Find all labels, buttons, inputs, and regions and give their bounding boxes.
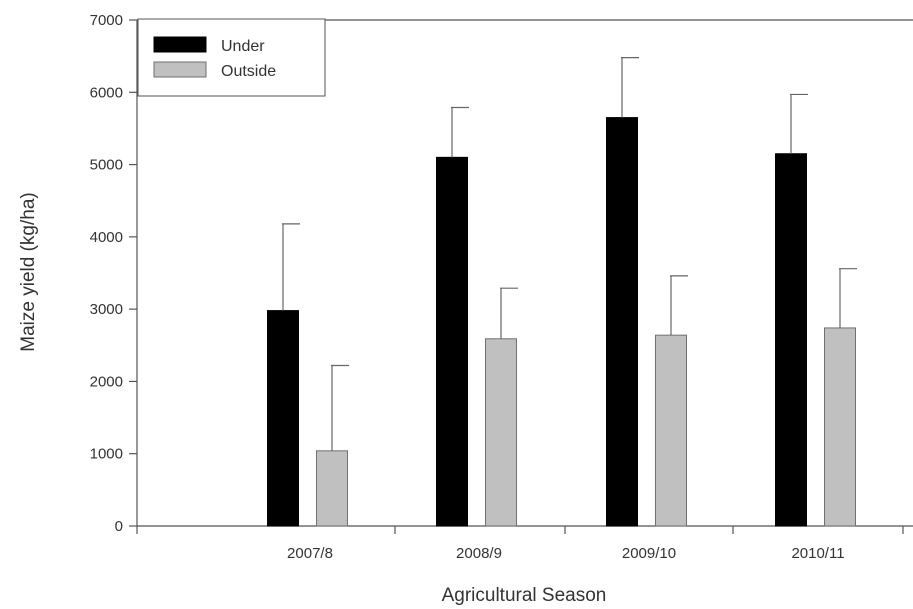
error-bar-group — [282, 56, 857, 451]
bar-under — [775, 153, 807, 527]
bar-group — [267, 117, 856, 527]
x-tick-label: 2007/8 — [287, 545, 333, 562]
y-tick-label: 7000 — [90, 12, 123, 29]
legend: Under Outside — [137, 18, 326, 97]
bar-under — [436, 156, 468, 527]
x-tick-label: 2010/11 — [791, 545, 844, 562]
y-axis-title: Maize yield (kg/ha) — [18, 192, 39, 351]
legend-label-outside: Outside — [221, 63, 276, 80]
bar-under — [267, 310, 299, 527]
y-tick-label: 4000 — [90, 229, 123, 246]
bar-under — [606, 117, 638, 527]
x-axis-title: Agricultural Season — [442, 585, 607, 606]
bar-outside — [316, 450, 348, 527]
x-tick-label: 2008/9 — [456, 545, 502, 562]
y-tick-label: 0 — [115, 518, 123, 535]
legend-box — [137, 18, 326, 97]
y-tick-label: 1000 — [90, 446, 123, 463]
legend-swatch-outside — [153, 61, 207, 78]
legend-label-under: Under — [221, 38, 265, 55]
y-tick-label: 2000 — [90, 373, 123, 390]
legend-swatch-under — [153, 36, 207, 53]
y-tick-label: 3000 — [90, 301, 123, 318]
bar-outside — [485, 338, 517, 527]
y-tick-label: 5000 — [90, 157, 123, 174]
y-axis-ticks: 0 1000 2000 3000 4000 5000 6000 7000 — [90, 12, 137, 535]
y-tick-label: 6000 — [90, 84, 123, 101]
bar-outside — [655, 334, 687, 527]
x-tick-label: 2009/10 — [622, 545, 676, 562]
bar-outside — [824, 327, 856, 527]
x-axis-ticks: 2007/8 2008/9 2009/10 2010/11 — [136, 526, 904, 562]
